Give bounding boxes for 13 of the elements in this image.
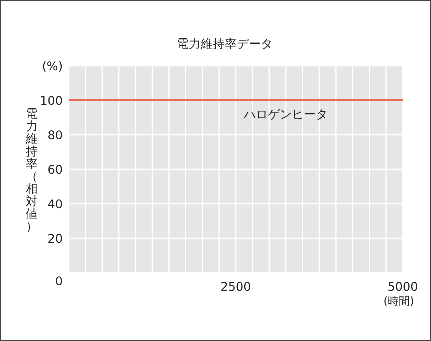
series-label: ハロゲンヒータ [243,108,328,122]
y-tick-label: 80 [48,128,63,142]
chart-title: 電力維持率データ [177,37,273,51]
y-tick-label: 0 [55,274,63,288]
x-tick-label: 2500 [220,280,252,294]
y-tick-label: 20 [48,232,63,246]
x-tick-label: 5000 [388,280,418,294]
y-tick-label: 60 [48,163,63,177]
y-tick-label: (%) [42,60,63,74]
x-axis-title: (時間) [384,295,414,308]
y-tick-label: 100 [40,94,63,108]
y-tick-label: 40 [48,198,63,212]
text: 電力維持率（相対値） [26,107,38,234]
